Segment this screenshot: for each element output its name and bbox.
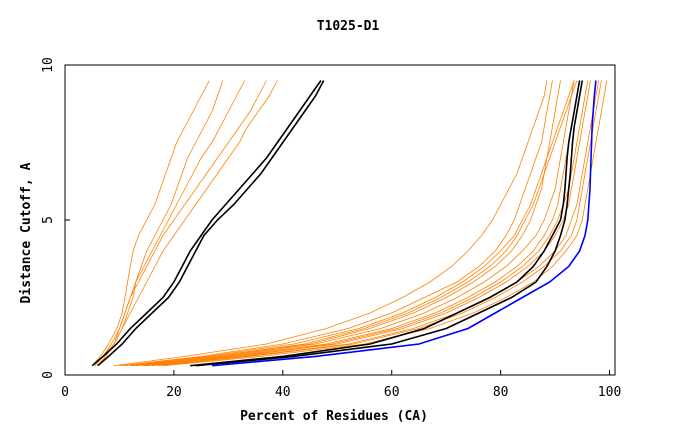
series-line-5 (211, 80, 597, 367)
series-line-2 (97, 80, 325, 367)
x-axis: 0 20 40 60 80 100 (61, 370, 621, 400)
ensemble-line-7 (130, 80, 561, 367)
series-line-3 (190, 80, 581, 367)
series-line-1 (91, 80, 322, 367)
x-tick-label: 80 (493, 385, 509, 400)
ensemble-line-12 (135, 80, 575, 367)
ensemble-line-15 (113, 80, 548, 367)
x-tick-label: 0 (61, 385, 69, 400)
series-line-4 (195, 80, 584, 367)
plot-area (91, 80, 608, 367)
x-tick-label: 40 (275, 385, 291, 400)
y-axis-label: Distance Cutoff, A (19, 162, 34, 303)
ensemble-line-9 (152, 80, 600, 367)
x-tick-label: 60 (384, 385, 400, 400)
ensemble-line-13 (146, 80, 591, 367)
ensemble-line-6 (119, 80, 553, 367)
x-tick-label: 20 (166, 385, 182, 400)
ensemble-line-4 (94, 80, 267, 366)
ensemble-line-5 (97, 80, 278, 366)
y-axis: 0 5 10 (41, 57, 70, 379)
ensemble-line-17 (143, 80, 589, 367)
x-axis-label: Percent of Residues (CA) (240, 409, 428, 424)
ensemble-line-1 (91, 80, 210, 366)
y-tick-label: 10 (41, 57, 56, 73)
x-tick-label: 100 (598, 385, 621, 400)
ensemble-line-16 (133, 80, 578, 367)
ensemble-line-10 (162, 80, 608, 367)
ensemble-line-11 (124, 80, 575, 367)
y-tick-label: 0 (41, 371, 56, 379)
y-tick-label: 5 (41, 216, 56, 224)
chart-title: T1025-D1 (317, 19, 380, 34)
